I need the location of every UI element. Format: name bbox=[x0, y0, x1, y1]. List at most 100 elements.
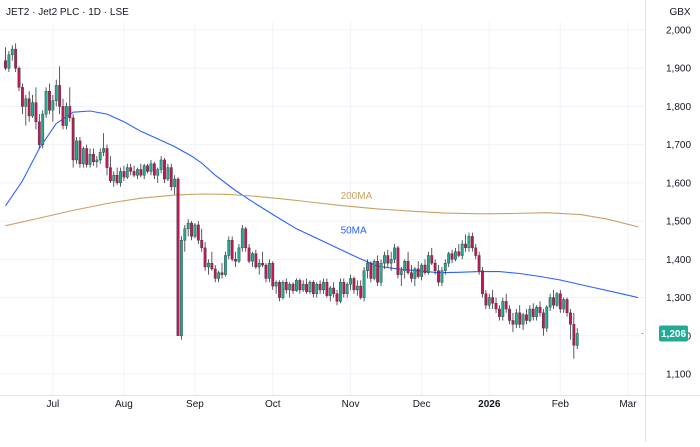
candle-body bbox=[531, 308, 535, 317]
candle bbox=[247, 244, 251, 264]
ma-line-50ma bbox=[5, 110, 639, 299]
candle bbox=[227, 236, 231, 260]
candle-body bbox=[487, 297, 491, 306]
candle-body bbox=[528, 308, 532, 321]
candle-body bbox=[305, 283, 308, 293]
candle bbox=[58, 66, 62, 115]
candle bbox=[494, 297, 498, 313]
y-tick-label: 1,700 bbox=[666, 140, 691, 151]
candle-body bbox=[403, 261, 407, 272]
candle bbox=[565, 297, 569, 317]
candle bbox=[31, 94, 34, 118]
candle bbox=[44, 87, 48, 118]
candle-body bbox=[291, 283, 295, 291]
candle-body bbox=[68, 106, 72, 119]
candle-body bbox=[366, 262, 369, 271]
candle bbox=[298, 278, 302, 294]
candle-body bbox=[234, 259, 237, 262]
candle-body bbox=[7, 54, 11, 69]
candle-body bbox=[207, 262, 210, 268]
candle-body bbox=[355, 285, 359, 291]
candle-body bbox=[125, 167, 129, 178]
candle bbox=[399, 266, 403, 287]
candle bbox=[569, 309, 572, 340]
candle-body bbox=[514, 312, 518, 325]
candle-body bbox=[541, 312, 545, 329]
candle bbox=[295, 278, 298, 292]
candle-body bbox=[339, 282, 342, 302]
candle-body bbox=[328, 287, 332, 296]
candle bbox=[173, 175, 177, 195]
candle bbox=[467, 232, 471, 252]
candle bbox=[68, 87, 72, 122]
candle bbox=[305, 278, 308, 294]
candle bbox=[85, 144, 89, 168]
time-axis[interactable]: Jul Aug Sep Oct Nov Dec 2026 Feb Mar bbox=[46, 399, 637, 410]
candlestick-series[interactable] bbox=[4, 43, 579, 359]
candle bbox=[98, 148, 102, 164]
candle-body bbox=[308, 282, 312, 293]
candle bbox=[443, 259, 447, 275]
candle bbox=[163, 158, 166, 183]
candle bbox=[538, 301, 542, 317]
candle-body bbox=[437, 270, 440, 283]
candle-body bbox=[142, 165, 146, 176]
candle-body bbox=[213, 268, 217, 279]
candle bbox=[61, 98, 65, 130]
candle-body bbox=[322, 282, 325, 291]
candle-body bbox=[545, 306, 549, 329]
candle-body bbox=[159, 159, 163, 170]
candle-body bbox=[484, 293, 488, 306]
candle bbox=[352, 276, 356, 294]
candle-body bbox=[44, 90, 48, 115]
candle-body bbox=[10, 48, 14, 56]
currency-label: GBX bbox=[669, 7, 690, 18]
candle-body bbox=[342, 282, 346, 294]
candle-body bbox=[71, 117, 75, 161]
candle-body bbox=[399, 270, 403, 275]
candle bbox=[64, 102, 68, 130]
candle bbox=[14, 43, 18, 73]
candle-body bbox=[413, 268, 417, 279]
candle-body bbox=[467, 236, 471, 249]
candle bbox=[159, 156, 163, 174]
candle bbox=[481, 266, 484, 298]
candle bbox=[447, 251, 451, 267]
candle-body bbox=[481, 270, 484, 294]
candle bbox=[37, 114, 41, 149]
candle-body bbox=[119, 171, 122, 184]
candle bbox=[146, 163, 149, 174]
candle bbox=[51, 94, 55, 122]
candle bbox=[254, 249, 258, 269]
candle-body bbox=[240, 228, 244, 249]
candle-body bbox=[288, 283, 292, 291]
candle-body bbox=[416, 268, 420, 277]
candle-body bbox=[569, 312, 572, 325]
candle bbox=[420, 263, 424, 281]
candle-body bbox=[264, 264, 268, 279]
candle bbox=[562, 297, 566, 313]
candle-body bbox=[48, 90, 51, 111]
candle bbox=[349, 274, 352, 290]
candle bbox=[284, 278, 288, 294]
candle bbox=[129, 163, 133, 176]
candle bbox=[176, 177, 180, 336]
candle bbox=[572, 312, 576, 359]
candle bbox=[152, 161, 156, 180]
candle bbox=[332, 282, 336, 298]
candle bbox=[541, 309, 545, 336]
chart-title: JET2 · Jet2 PLC · 1D · LSE bbox=[6, 7, 129, 18]
candle-body bbox=[298, 280, 302, 291]
candle-body bbox=[278, 282, 281, 298]
candle-body bbox=[183, 228, 187, 241]
candle-body bbox=[295, 280, 298, 291]
candle bbox=[308, 280, 312, 294]
candle-body bbox=[369, 262, 373, 279]
candle-body bbox=[548, 297, 552, 308]
candle-body bbox=[274, 282, 278, 287]
candle bbox=[34, 87, 38, 130]
x-tick-label: Feb bbox=[552, 399, 570, 410]
candle-body bbox=[423, 264, 427, 273]
